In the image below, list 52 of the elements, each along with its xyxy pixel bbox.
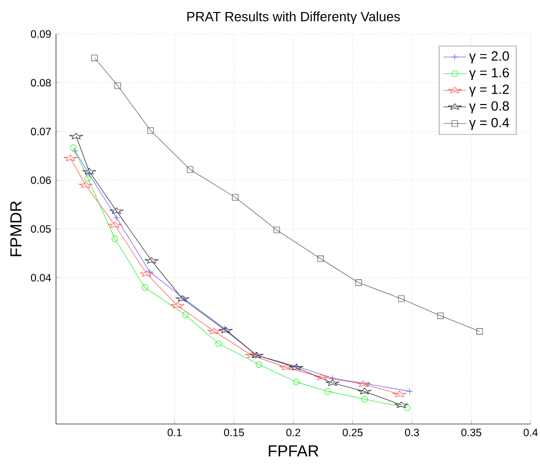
point (253, 352, 260, 358)
point (364, 380, 372, 388)
y-tick-label: 0.08 (30, 78, 51, 87)
point (147, 127, 154, 134)
y-tick-label: 0.06 (30, 176, 51, 184)
x-axis-title: FPFAR (268, 445, 318, 456)
x-tick-label: 0.1 (168, 428, 182, 436)
point (355, 279, 362, 286)
point (70, 144, 77, 151)
point (182, 312, 189, 318)
x-tick-label: 0.4 (524, 428, 538, 436)
y-tick-label: 0.05 (30, 225, 51, 233)
point (113, 214, 120, 221)
point (274, 226, 280, 234)
point (215, 340, 222, 347)
chart-title: PRAT Results with Differentγ Values (187, 12, 400, 24)
point (112, 236, 118, 242)
x-tick-label: 0.15 (224, 428, 244, 436)
point (476, 328, 483, 335)
point (86, 171, 92, 178)
point (91, 54, 98, 62)
point (293, 378, 300, 386)
x-tick-label: 0.25 (342, 428, 363, 436)
point (324, 388, 331, 395)
point (84, 175, 92, 182)
point (398, 296, 405, 302)
point (404, 404, 410, 412)
point (406, 388, 413, 395)
point (186, 166, 194, 173)
legend-label: γ = 0.4 (469, 118, 510, 130)
legend-label: γ = 1.2 (469, 84, 509, 97)
point (294, 363, 300, 370)
point (142, 284, 148, 291)
legend-label: γ = 1.6 (469, 68, 509, 80)
point (232, 194, 238, 201)
y-tick-label: 0.07 (30, 128, 51, 136)
y-tick-label: 0.09 (30, 30, 51, 38)
point (437, 312, 444, 319)
y-axis-title: FPMDR (10, 201, 22, 256)
y-tick-label: 0.04 (30, 274, 51, 282)
x-tick-label: 0.35 (461, 428, 482, 436)
point (361, 396, 368, 402)
x-tick-label: 0.3 (405, 428, 419, 436)
legend-label: γ = 0.8 (469, 101, 509, 114)
point (329, 374, 336, 382)
point (114, 82, 121, 89)
point (256, 361, 262, 368)
x-tick-label: 0.2 (286, 428, 300, 436)
point (72, 148, 78, 154)
point (221, 325, 228, 332)
point (317, 256, 324, 262)
legend-label: γ = 2.0 (469, 51, 509, 64)
